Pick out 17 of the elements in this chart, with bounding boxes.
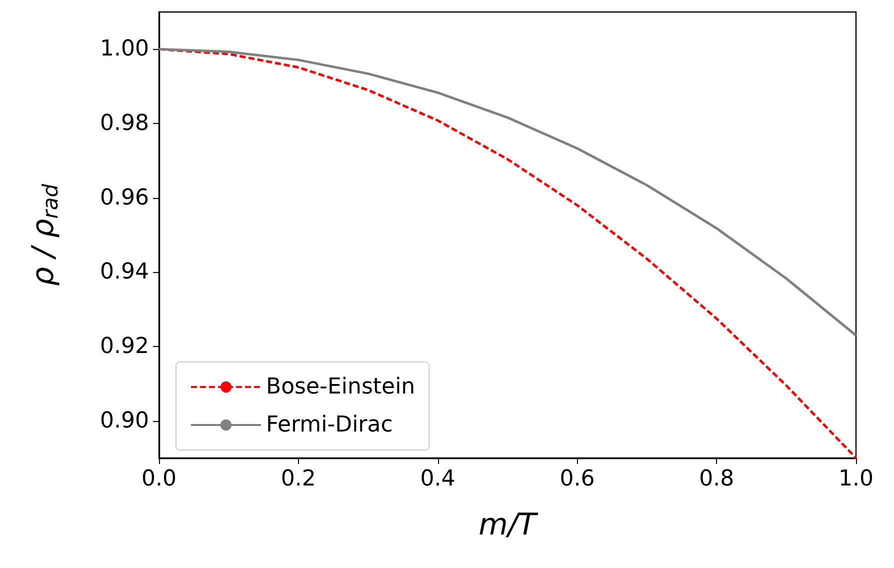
legend-label: Bose-Einstein <box>266 374 416 400</box>
y-tick-label: 0.94 <box>100 260 149 285</box>
y-tick-label: 0.92 <box>100 334 149 359</box>
x-tick-label: 1.0 <box>838 466 874 492</box>
y-tick-label: 0.98 <box>100 111 149 136</box>
y-tick-label: 0.90 <box>100 408 149 434</box>
x-tick-label: 0.2 <box>280 466 316 492</box>
line-series <box>158 48 858 337</box>
y-tick-label: 0.96 <box>100 185 149 210</box>
x-tick-label: 0.0 <box>142 466 176 492</box>
x-tick-label: 0.6 <box>560 466 595 492</box>
x-tick-label: 0.8 <box>699 466 734 492</box>
x-axis-title: m/T <box>478 508 540 542</box>
y-tick-label: 1.00 <box>100 36 149 62</box>
legend-label: Fermi-Dirac <box>266 412 393 438</box>
y-axis-title: ρ / ρrad <box>26 183 62 286</box>
x-tick-label: 0.4 <box>420 466 456 492</box>
